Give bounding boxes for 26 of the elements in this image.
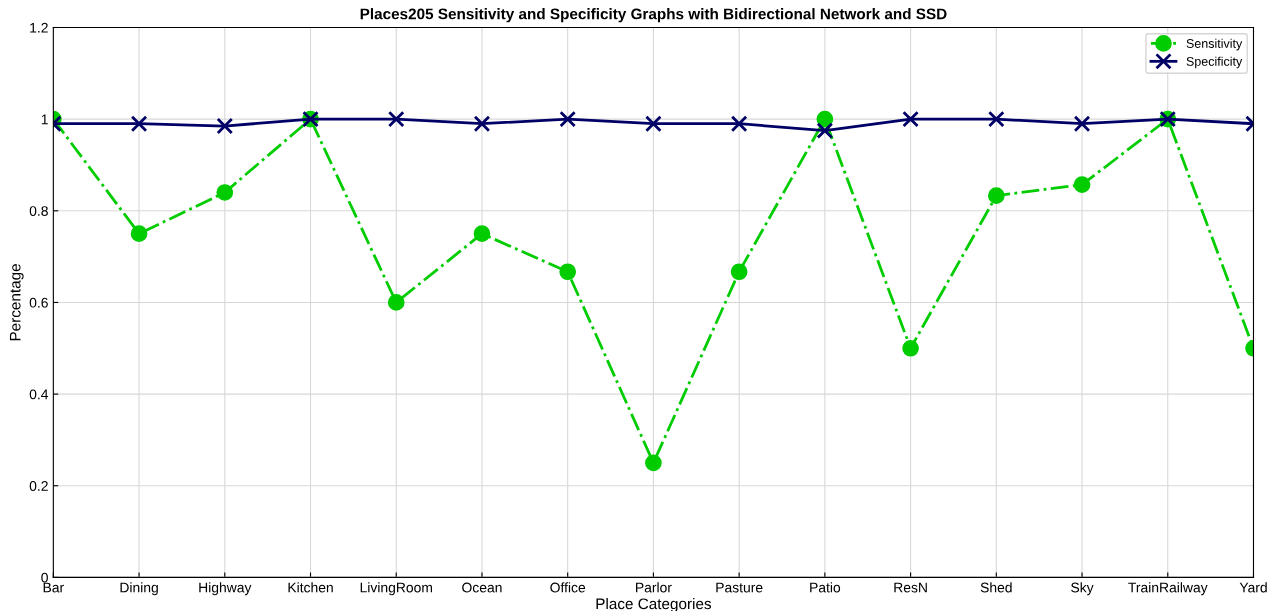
y-tick-label: 0.8 <box>29 206 48 216</box>
legend-label: Specificity <box>1186 56 1243 69</box>
x-tick-label: Sky <box>1071 582 1094 596</box>
x-tick-label: Bar <box>43 582 64 593</box>
y-tick-label: 0.2 <box>29 481 48 491</box>
x-tick-label: Highway <box>199 582 252 596</box>
x-tick-label: Kitchen <box>288 582 333 593</box>
chart-title: Places205 Sensitivity and Specificity Graphs with Bidirectional Network and SSD <box>360 8 947 23</box>
y-tick-label: 1.2 <box>30 22 48 33</box>
y-tick-label: 1 <box>41 114 48 125</box>
x-tick-label: ResN <box>894 582 927 593</box>
y-tick-label: 0.6 <box>29 297 48 308</box>
y-axis-title: Percentage <box>9 264 24 341</box>
y-tick-label: 0.4 <box>29 389 49 400</box>
y-tick-label: 0 <box>41 572 48 583</box>
x-tick-label: Dining <box>120 582 158 596</box>
x-tick-label: Pasture <box>716 582 763 593</box>
x-tick-label: Office <box>550 582 586 593</box>
x-tick-label: TrainRailway <box>1128 582 1208 596</box>
x-tick-label: Yard <box>1239 582 1267 593</box>
legend-label: Sensitivity <box>1186 38 1243 51</box>
x-tick-label: Shed <box>980 582 1012 593</box>
x-tick-label: LivingRoom <box>360 582 432 596</box>
x-tick-label: Ocean <box>462 582 502 593</box>
x-tick-label: Parlor <box>636 582 672 593</box>
x-tick-label: Patio <box>810 582 841 593</box>
